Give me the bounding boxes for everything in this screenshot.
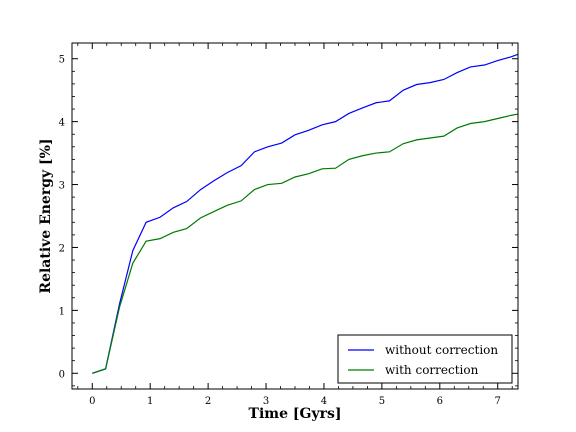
y-axis-label: Relative Energy [%] xyxy=(38,138,54,293)
y-tick-label: 0 xyxy=(59,369,65,380)
x-tick-label: 6 xyxy=(437,396,443,407)
series-line-1 xyxy=(92,53,519,374)
legend: without correction with correction xyxy=(337,334,513,384)
x-tick-label: 7 xyxy=(495,396,501,407)
series-line-2 xyxy=(92,113,519,374)
y-tick-label: 3 xyxy=(59,181,65,192)
x-axis-label: Time [Gyrs] xyxy=(249,406,342,422)
y-tick-label: 2 xyxy=(59,243,65,254)
x-tick-label: 3 xyxy=(263,396,269,407)
x-tick-label: 4 xyxy=(321,396,327,407)
legend-box xyxy=(337,334,513,384)
legend-label-1: without correction xyxy=(385,343,498,357)
legend-label-2: with correction xyxy=(385,363,479,377)
y-tick-label: 5 xyxy=(59,55,65,66)
y-tick-label: 1 xyxy=(59,306,65,317)
y-tick-label: 4 xyxy=(59,118,65,129)
x-tick-label: 5 xyxy=(379,396,385,407)
x-tick-label: 2 xyxy=(205,396,211,407)
x-tick-label: 1 xyxy=(147,396,153,407)
x-tick-label: 0 xyxy=(89,396,95,407)
